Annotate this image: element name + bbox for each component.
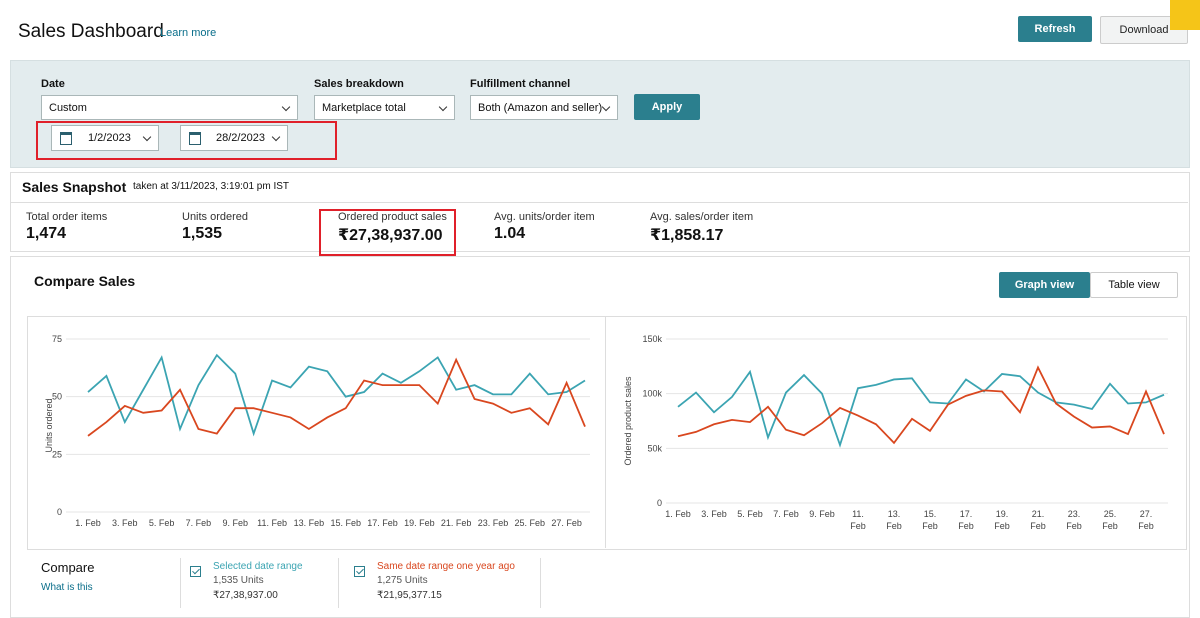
- legend-sales: ₹27,38,937.00: [213, 590, 278, 601]
- breakdown-label: Sales breakdown: [314, 78, 404, 90]
- metric-label: Ordered product sales: [338, 211, 447, 223]
- divider: [605, 316, 606, 548]
- x-tick-label: 17. Feb: [958, 509, 974, 531]
- learn-more[interactable]: Learn more: [160, 27, 217, 39]
- end-date[interactable]: 28/2/2023: [180, 125, 288, 151]
- x-tick-label: 21. Feb: [1030, 509, 1046, 531]
- x-tick-label: 23. Feb: [1066, 509, 1082, 531]
- metric-label: Units ordered: [182, 211, 249, 223]
- divider: [180, 558, 181, 608]
- x-tick-label: 7. Feb: [186, 518, 212, 528]
- x-tick-label: 19. Feb: [994, 509, 1010, 531]
- y-axis-label: Ordered product sales: [623, 376, 633, 466]
- x-tick-label: 13. Feb: [294, 518, 325, 528]
- metric-label: Avg. units/order item: [494, 211, 595, 223]
- y-tick-label: 25: [52, 449, 62, 459]
- metric-value: 1,474: [26, 225, 67, 242]
- y-tick-label: 50: [52, 392, 62, 402]
- chart-frame: [27, 316, 1187, 550]
- metric-label: Total order items: [26, 211, 108, 223]
- y-tick-label: 75: [52, 334, 62, 344]
- x-tick-label: 27. Feb: [1138, 509, 1154, 531]
- legend-sales: ₹21,95,377.15: [377, 590, 442, 601]
- apply-button[interactable]: Apply: [634, 94, 700, 120]
- x-tick-label: 3. Feb: [701, 509, 727, 519]
- metric-value: ₹27,38,937.00: [338, 227, 443, 244]
- snapshot-panel: [10, 172, 1190, 252]
- x-tick-label: 25. Feb: [1102, 509, 1118, 531]
- metric-value: 1,535: [182, 225, 223, 242]
- x-tick-label: 11. Feb: [257, 518, 287, 528]
- start-date[interactable]: 1/2/2023: [51, 125, 159, 151]
- y-tick-label: 100k: [642, 389, 662, 399]
- channel-select[interactable]: Both (Amazon and seller): [470, 95, 618, 120]
- breakdown-select[interactable]: Marketplace total: [314, 95, 455, 120]
- metric-value: 1.04: [494, 225, 526, 242]
- series-line: [677, 365, 1165, 445]
- legend-checkbox: [354, 566, 365, 577]
- x-tick-label: 5. Feb: [149, 518, 175, 528]
- x-tick-label: 15. Feb: [330, 518, 361, 528]
- divider: [338, 558, 339, 608]
- metric-value: ₹1,858.17: [650, 227, 724, 244]
- refresh-button[interactable]: Refresh: [1018, 16, 1092, 42]
- legend-name: Same date range one year ago: [377, 561, 515, 572]
- legend-units: 1,535 Units: [213, 575, 264, 586]
- x-tick-label: 23. Feb: [478, 518, 509, 528]
- legend-title: Compare: [41, 560, 95, 575]
- corner-badge: [1170, 0, 1200, 30]
- y-tick-label: 150k: [642, 334, 662, 344]
- divider: [540, 558, 541, 608]
- snapshot-time: taken at 3/11/2023, 3:19:01 pm IST: [133, 181, 290, 192]
- x-tick-label: 25. Feb: [515, 518, 546, 528]
- x-tick-label: 1. Feb: [665, 509, 691, 519]
- x-tick-label: 9. Feb: [809, 509, 835, 519]
- x-tick-label: 7. Feb: [773, 509, 799, 519]
- x-tick-label: 27. Feb: [551, 518, 582, 528]
- date-label: Date: [41, 78, 65, 90]
- x-tick-label: 11. Feb: [850, 509, 866, 531]
- channel-label: Fulfillment channel: [470, 78, 571, 90]
- series-line: [677, 369, 1165, 448]
- x-tick-label: 17. Feb: [367, 518, 398, 528]
- divider: [10, 202, 1188, 203]
- calendar-icon: [60, 132, 72, 145]
- series-line: [87, 353, 586, 437]
- x-tick-label: 19. Feb: [404, 518, 435, 528]
- calendar-icon: [189, 132, 201, 145]
- x-tick-label: 5. Feb: [737, 509, 763, 519]
- page-title: Sales Dashboard: [18, 21, 164, 42]
- y-tick-label: 0: [657, 498, 662, 508]
- metric-label: Avg. sales/order item: [650, 211, 754, 223]
- x-tick-label: 13. Feb: [886, 509, 902, 531]
- highlight-box: [319, 209, 456, 256]
- what-is-this[interactable]: What is this: [41, 582, 93, 593]
- legend-units: 1,275 Units: [377, 575, 428, 586]
- y-axis-label: Units ordered: [44, 398, 54, 452]
- x-tick-label: 3. Feb: [112, 518, 138, 528]
- highlight-box: [36, 121, 337, 160]
- x-tick-label: 1. Feb: [75, 518, 101, 528]
- graph-view-button[interactable]: Graph view: [999, 272, 1090, 298]
- x-tick-label: 9. Feb: [223, 518, 249, 528]
- legend-name: Selected date range: [213, 561, 303, 572]
- legend-checkbox: [190, 566, 201, 577]
- x-tick-label: 21. Feb: [441, 518, 472, 528]
- compare-title: Compare Sales: [34, 273, 136, 289]
- date-select[interactable]: Custom: [41, 95, 298, 120]
- y-tick-label: 0: [57, 507, 62, 517]
- y-tick-label: 50k: [647, 443, 662, 453]
- x-tick-label: 15. Feb: [922, 509, 938, 531]
- table-view-button[interactable]: Table view: [1090, 272, 1178, 298]
- series-line: [87, 357, 586, 437]
- snapshot-title: Sales Snapshot: [22, 179, 127, 195]
